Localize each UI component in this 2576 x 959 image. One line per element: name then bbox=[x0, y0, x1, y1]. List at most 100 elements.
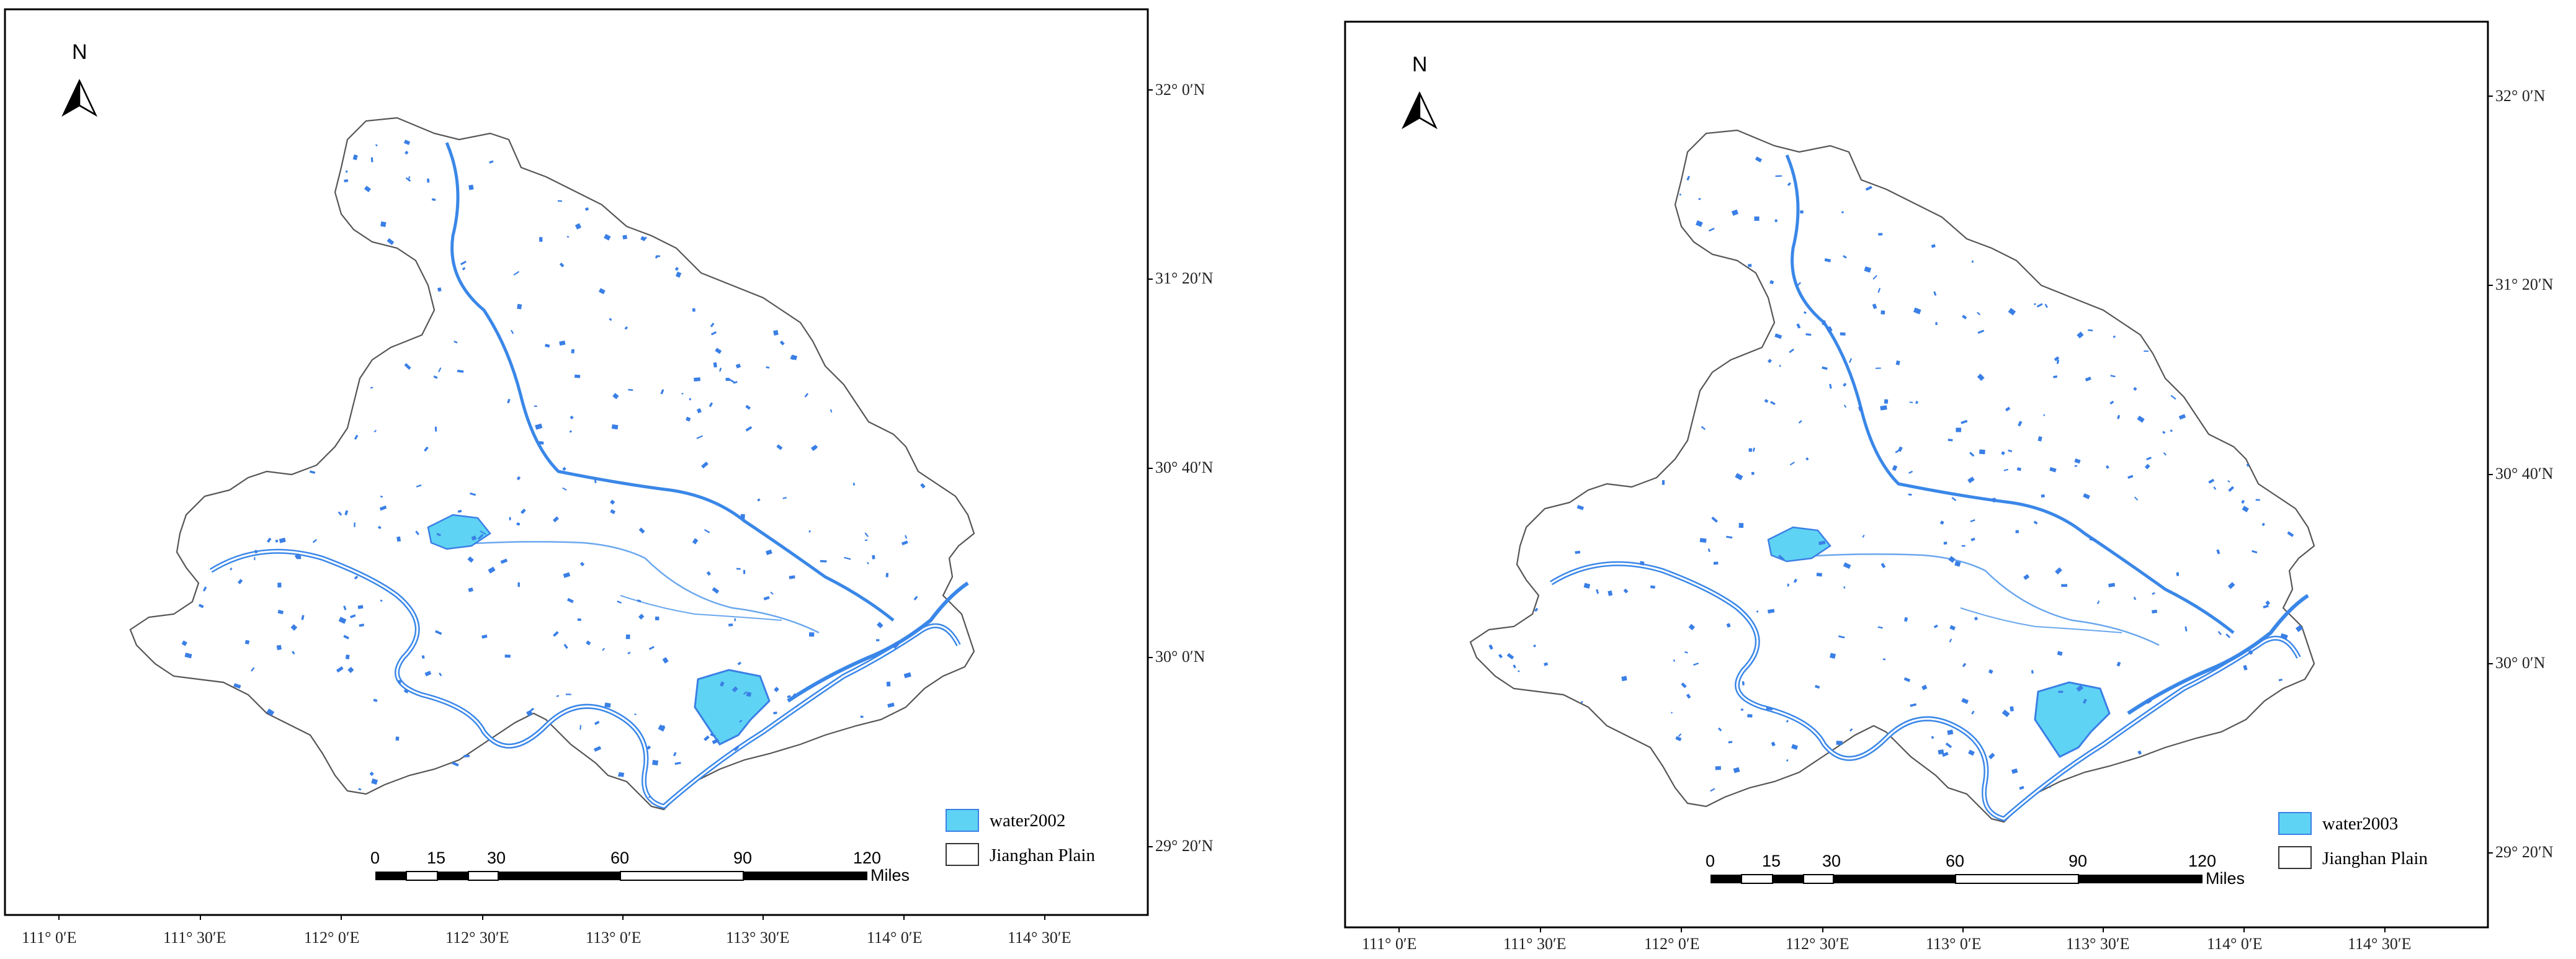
water-body bbox=[439, 672, 442, 677]
water-body bbox=[1824, 258, 1831, 262]
scale-tick-15: 15 bbox=[1762, 852, 1781, 870]
water-body bbox=[292, 651, 295, 655]
water-body bbox=[574, 374, 581, 378]
water-body bbox=[1881, 563, 1886, 568]
water-body bbox=[1829, 383, 1832, 389]
lon-label-112-0: 112° 0′E bbox=[1644, 935, 1700, 953]
water-body bbox=[624, 326, 628, 330]
water-body bbox=[520, 508, 526, 514]
water-body bbox=[2278, 679, 2283, 682]
water-body bbox=[405, 150, 409, 155]
map-panel-1: N 32° 0′N 31° 20′N 30° 40′N 30° 0′N 29° … bbox=[4, 8, 1214, 947]
water-body bbox=[2031, 670, 2034, 674]
water-body bbox=[1774, 333, 1782, 339]
water-body bbox=[860, 715, 864, 718]
water-body bbox=[1796, 282, 1802, 287]
water-body bbox=[1701, 426, 1706, 430]
water-body bbox=[534, 405, 537, 408]
water-body bbox=[1915, 401, 1918, 404]
water-body bbox=[808, 632, 815, 637]
water-body bbox=[279, 537, 286, 543]
lon-label-111-0: 111° 0′E bbox=[22, 929, 77, 947]
water-body bbox=[733, 381, 738, 384]
water-body bbox=[562, 487, 567, 491]
water-body bbox=[2085, 377, 2091, 382]
water-body bbox=[627, 651, 631, 654]
water-body bbox=[2077, 331, 2084, 339]
water-body bbox=[545, 344, 550, 348]
water-body bbox=[1766, 707, 1773, 711]
water-body bbox=[1843, 586, 1846, 589]
water-body bbox=[2151, 609, 2158, 614]
water-body bbox=[584, 207, 589, 212]
scale-bar: 0 15 30 60 90 120 Miles bbox=[370, 849, 910, 885]
water-body bbox=[2096, 600, 2100, 604]
water-body bbox=[1974, 616, 1979, 621]
water-body bbox=[230, 567, 233, 571]
water-body bbox=[905, 535, 908, 539]
water-body bbox=[1688, 623, 1696, 631]
lat-label-30-0: 30° 0′N bbox=[2495, 654, 2546, 672]
water-map-2002 bbox=[130, 118, 974, 810]
water-body bbox=[740, 514, 745, 519]
water-body bbox=[559, 262, 565, 268]
water-body bbox=[830, 409, 833, 413]
lon-label-113-30: 113° 30′E bbox=[726, 929, 790, 947]
water-bodies bbox=[181, 140, 926, 798]
water-body bbox=[1748, 448, 1753, 452]
water-body bbox=[735, 364, 741, 368]
water-body bbox=[290, 624, 298, 631]
water-body bbox=[2043, 414, 2046, 416]
water-body bbox=[373, 698, 378, 702]
water-body bbox=[2208, 478, 2215, 484]
water-body bbox=[885, 573, 889, 578]
water-body bbox=[2248, 649, 2253, 655]
water-body bbox=[237, 579, 243, 584]
water-body bbox=[1518, 670, 1520, 672]
water-body bbox=[535, 423, 543, 430]
water-body bbox=[1962, 662, 1967, 667]
water-body bbox=[887, 702, 895, 708]
water-body bbox=[354, 522, 356, 527]
water-body bbox=[2001, 709, 2010, 718]
water-body bbox=[913, 595, 918, 601]
water-body bbox=[577, 618, 581, 622]
water-body bbox=[766, 366, 770, 369]
water-body bbox=[709, 402, 713, 408]
water-body bbox=[2287, 531, 2294, 537]
water-body bbox=[655, 255, 659, 259]
water-body bbox=[745, 426, 753, 432]
water-body bbox=[674, 762, 681, 765]
water-body bbox=[637, 599, 642, 603]
legend-label-boundary: Jianghan Plain bbox=[990, 845, 1095, 865]
water-body bbox=[338, 511, 342, 516]
water-body bbox=[1897, 446, 1903, 452]
water-body bbox=[488, 566, 496, 574]
water-body bbox=[424, 671, 432, 677]
water-body bbox=[565, 694, 571, 695]
legend-swatch-water bbox=[946, 809, 979, 832]
water-body bbox=[457, 370, 464, 373]
water-body bbox=[1875, 367, 1881, 369]
water-body bbox=[387, 238, 395, 245]
water-body bbox=[569, 430, 573, 433]
water-body bbox=[454, 341, 458, 344]
water-body bbox=[696, 435, 703, 439]
water-body bbox=[1756, 610, 1759, 613]
water-body bbox=[373, 429, 377, 433]
water-body bbox=[336, 666, 344, 673]
water-body bbox=[396, 536, 401, 542]
water-body bbox=[877, 622, 883, 628]
water-body bbox=[1754, 216, 1760, 221]
water-body bbox=[1903, 677, 1911, 682]
water-body bbox=[1742, 681, 1745, 685]
water-body bbox=[562, 466, 566, 471]
lat-label-31-20: 31° 20′N bbox=[1155, 269, 1214, 287]
water-body bbox=[609, 318, 612, 321]
water-body bbox=[181, 640, 187, 646]
water-body bbox=[463, 754, 470, 757]
water-body bbox=[746, 692, 752, 697]
water-body bbox=[530, 707, 535, 711]
water-body bbox=[763, 595, 770, 600]
water-body bbox=[1961, 545, 1966, 547]
